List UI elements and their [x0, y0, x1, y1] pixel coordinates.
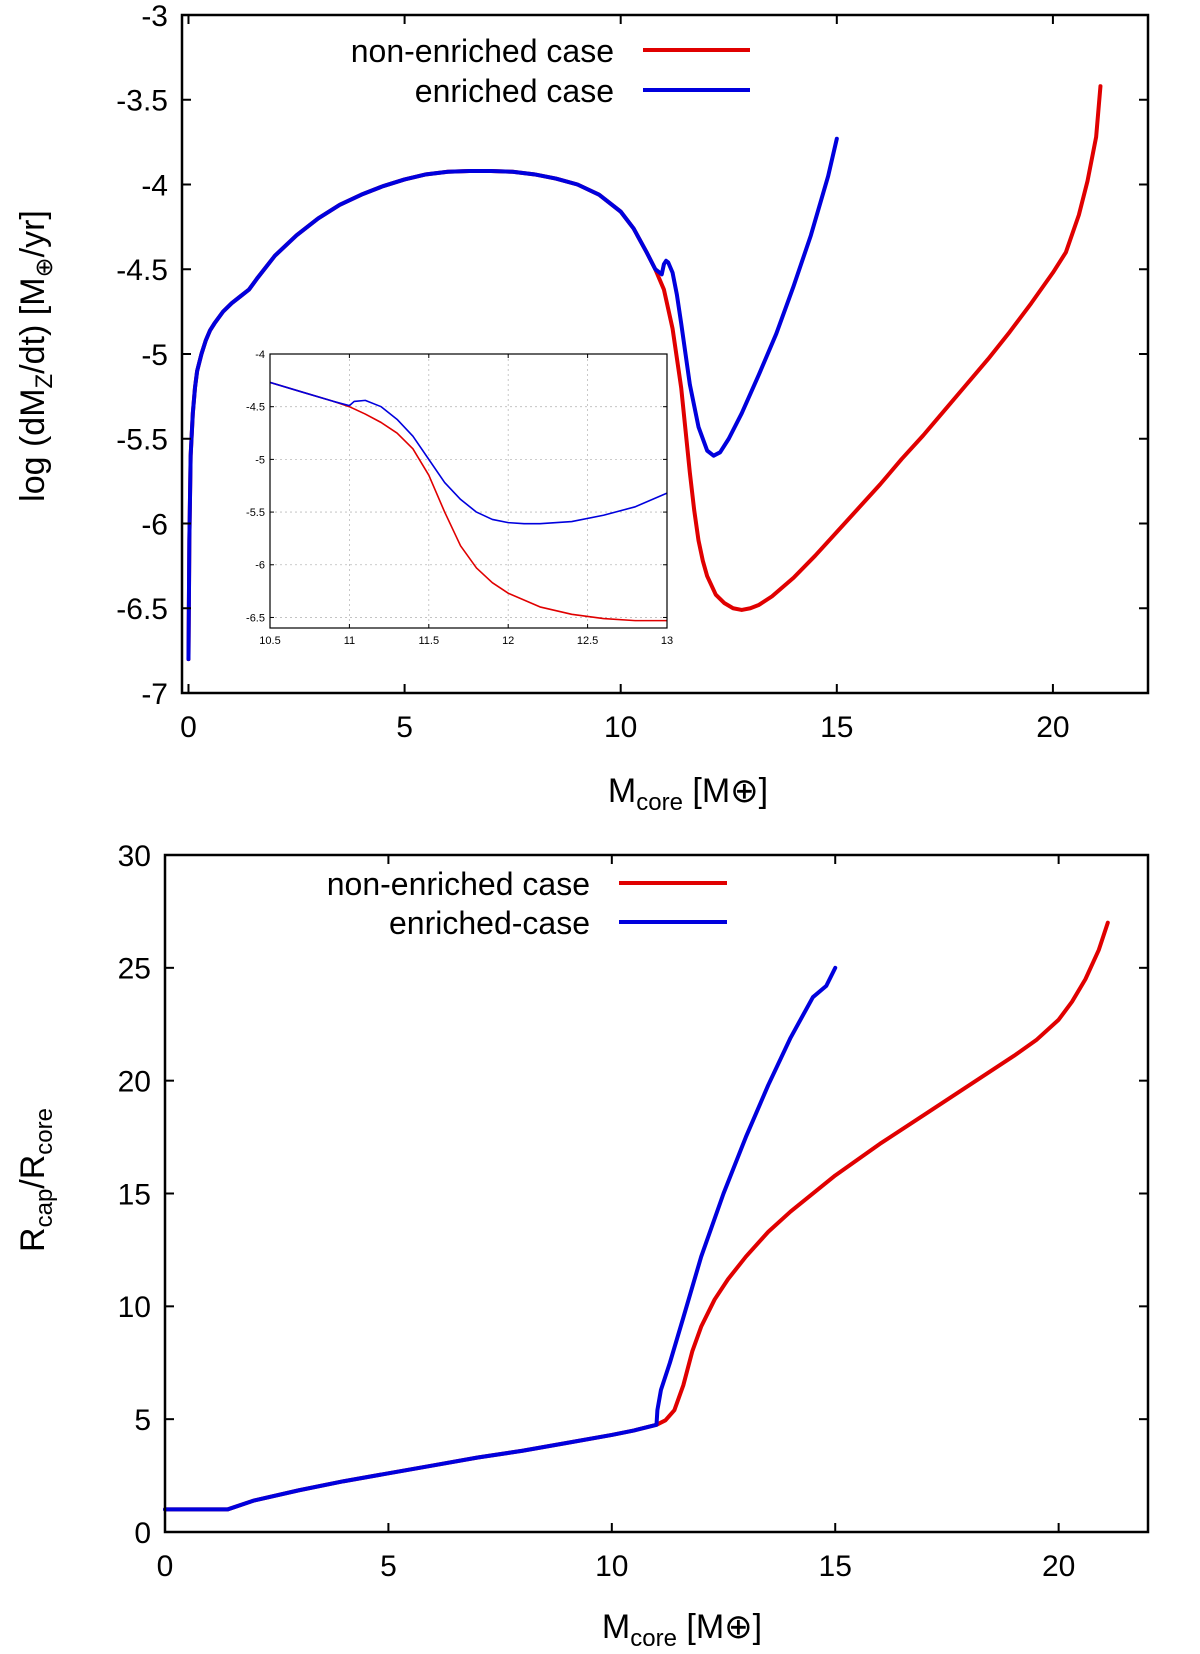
bottom-x-tick-label: 20 [1042, 1550, 1075, 1583]
top-y-tick-label: -5.5 [116, 424, 168, 457]
bottom-y-tick-label: 15 [118, 1178, 151, 1211]
top-y-tick-label: -5 [141, 339, 168, 372]
bottom-x-tick-label: 5 [380, 1550, 397, 1583]
top-x-tick-label: 5 [396, 711, 413, 744]
top-x-tick-label: 10 [604, 711, 637, 744]
inset-series-enriched [270, 381, 667, 525]
bottom-y-axis-title: Rcap/Rcore [14, 1108, 58, 1252]
bottom-chart: 0 5 10 15 20 0 5 10 15 20 25 30 Mcore [M⊕] Rcap/Rco… [14, 840, 1150, 1652]
top-y-tick-label: -6.5 [116, 593, 168, 626]
inset-y-tick-label: -6.5 [246, 612, 265, 624]
top-chart-series [186, 84, 1103, 662]
top-y-tick-label: -4 [141, 169, 168, 202]
top-x-tick-label: 20 [1036, 711, 1069, 744]
inset-chart-ticks: 10.5 11 11.5 12 12.5 13 -6.5 -6 -5.5 -5 -4.5 -4 [246, 349, 673, 647]
inset-y-tick-label: -6 [255, 560, 265, 572]
top-y-axis-title: log (dMZ/dt) [M⊕/yr] [14, 210, 58, 502]
bottom-legend-label-non-enriched: non-enriched case [327, 866, 590, 902]
inset-x-tick-label: 12 [502, 635, 514, 647]
bottom-x-tick-label: 10 [595, 1550, 628, 1583]
top-legend-label-enriched: enriched case [415, 73, 614, 109]
inset-series-non-enriched [270, 381, 667, 622]
inset-y-tick-label: -4 [255, 349, 265, 361]
bottom-legend-label-enriched: enriched-case [389, 905, 590, 941]
inset-chart: 10.5 11 11.5 12 12.5 13 -6.5 -6 -5.5 -5 -4.5 -4 [246, 349, 673, 647]
top-legend: non-enriched case enriched case [351, 33, 750, 109]
bottom-chart-series [163, 920, 1110, 1512]
bottom-y-tick-label: 10 [118, 1291, 151, 1324]
bottom-legend: non-enriched case enriched-case [327, 866, 727, 941]
inset-background [270, 354, 667, 628]
top-x-tick-label: 0 [180, 711, 197, 744]
top-y-tick-label: -7 [141, 678, 168, 711]
top-chart-ticks: 0 5 10 15 20 -7 -6.5 -6 -5.5 -5 -4.5 -4 -3.5 -3 [116, 0, 1148, 744]
inset-x-tick-label: 13 [661, 635, 673, 647]
inset-chart-frame [269, 353, 668, 629]
inset-chart-series [270, 381, 667, 622]
bottom-series-non-enriched [163, 920, 1110, 1512]
inset-x-tick-label: 11.5 [419, 635, 440, 647]
top-y-tick-label: -6 [141, 508, 168, 541]
bottom-chart-ticks: 0 5 10 15 20 0 5 10 15 20 25 30 [118, 840, 1148, 1583]
top-chart: 0 5 10 15 20 -7 -6.5 -6 -5.5 -5 -4.5 -4 -3.5 -3 Mcore… [14, 0, 1150, 816]
top-x-axis-title: Mcore [M⊕] [608, 772, 768, 816]
bottom-chart-frame [163, 853, 1150, 1534]
top-y-tick-label: -3 [141, 0, 168, 33]
bottom-series-enriched [163, 965, 838, 1512]
top-x-tick-label: 15 [820, 711, 853, 744]
bottom-y-tick-label: 20 [118, 1065, 151, 1098]
inset-x-tick-label: 10.5 [259, 635, 280, 647]
inset-x-tick-label: 11 [344, 635, 355, 647]
bottom-y-tick-label: 0 [134, 1517, 151, 1550]
inset-y-tick-label: -4.5 [246, 402, 265, 414]
top-y-tick-label: -4.5 [116, 254, 168, 287]
inset-x-tick-label: 12.5 [577, 635, 598, 647]
top-legend-label-non-enriched: non-enriched case [351, 33, 614, 69]
bottom-x-tick-label: 0 [157, 1550, 174, 1583]
bottom-y-tick-label: 25 [118, 953, 151, 986]
top-y-tick-label: -3.5 [116, 85, 168, 118]
bottom-y-tick-label: 5 [134, 1404, 151, 1437]
inset-y-tick-label: -5.5 [246, 507, 265, 519]
bottom-x-tick-label: 15 [819, 1550, 852, 1583]
bottom-y-tick-label: 30 [118, 840, 151, 873]
bottom-x-axis-title: Mcore [M⊕] [602, 1608, 762, 1652]
inset-y-tick-label: -5 [255, 454, 265, 466]
top-series-enriched [186, 136, 839, 662]
